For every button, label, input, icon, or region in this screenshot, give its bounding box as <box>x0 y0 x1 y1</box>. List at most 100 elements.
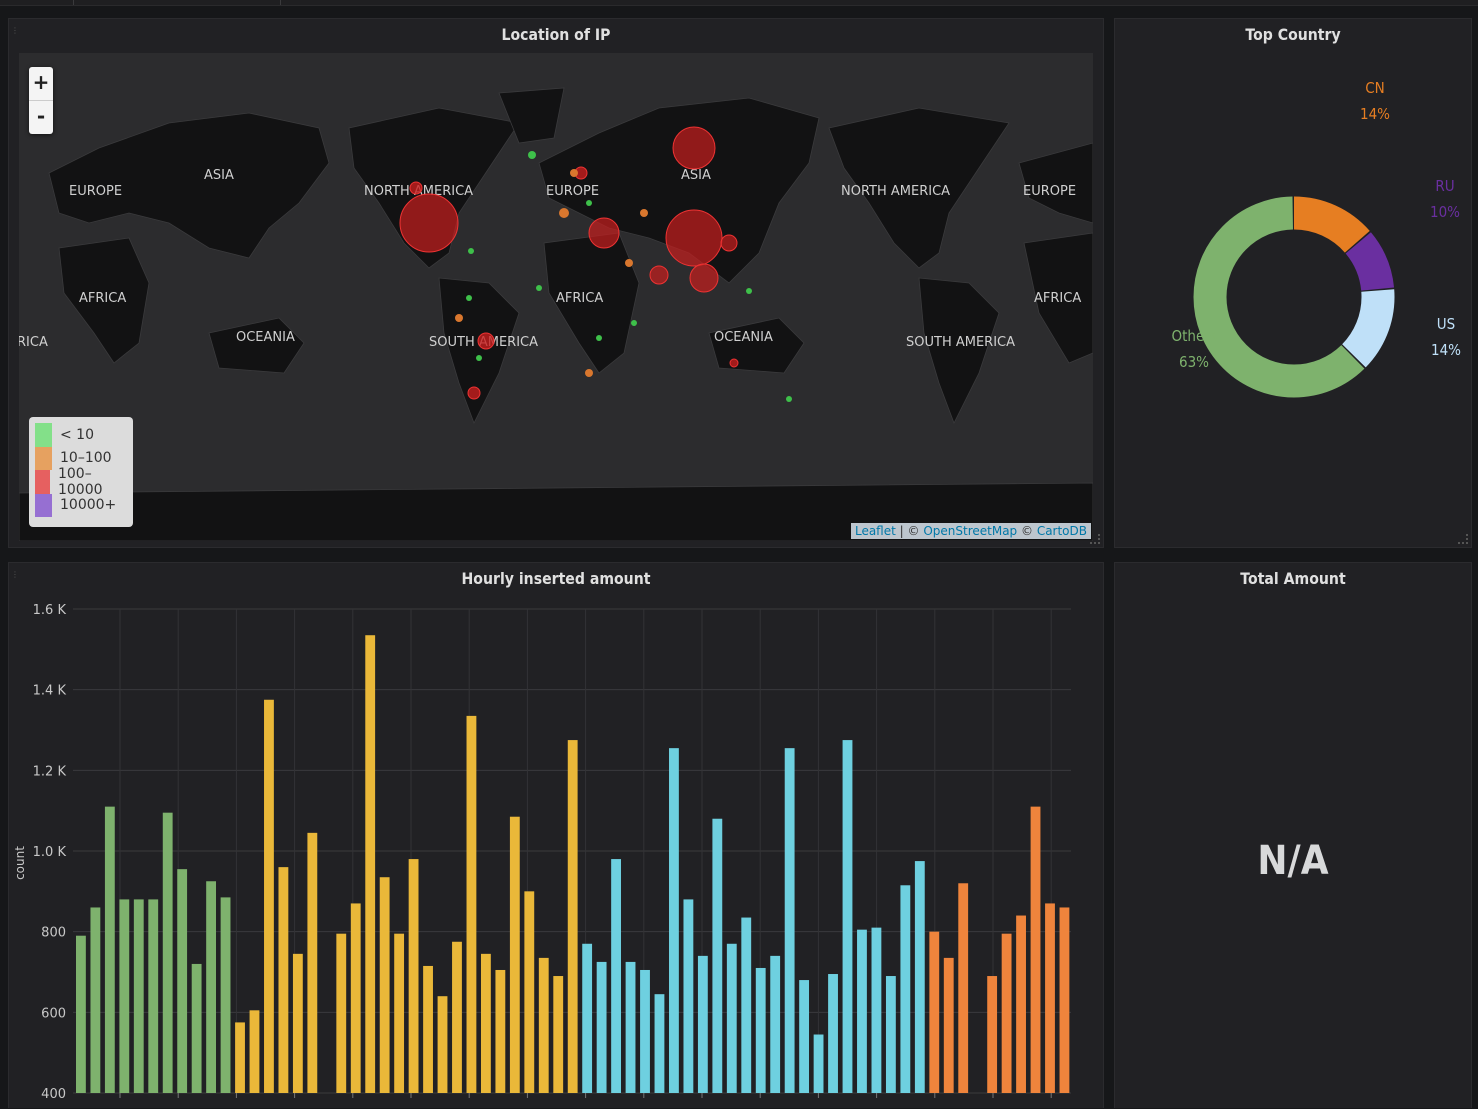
marker-small[interactable] <box>720 234 738 252</box>
panel-title[interactable]: Total Amount <box>1240 569 1346 588</box>
marker-green[interactable] <box>528 151 536 159</box>
bar[interactable] <box>697 955 708 1093</box>
bar[interactable] <box>133 899 144 1093</box>
drag-handle-icon[interactable]: ⋮ <box>11 570 19 579</box>
marker-orange[interactable] <box>625 259 633 267</box>
bar[interactable] <box>480 953 491 1093</box>
marker-small[interactable] <box>409 181 423 195</box>
bar[interactable] <box>813 1034 824 1093</box>
marker-orange[interactable] <box>570 169 578 177</box>
marker-large[interactable] <box>399 193 459 253</box>
bar[interactable] <box>408 859 419 1093</box>
marker-medium[interactable] <box>588 217 620 249</box>
bar[interactable] <box>90 907 101 1093</box>
cartodb-link[interactable]: CartoDB <box>1036 524 1087 538</box>
bar[interactable] <box>567 740 578 1093</box>
bar[interactable] <box>857 929 867 1093</box>
bar[interactable] <box>755 967 766 1093</box>
panel-title[interactable]: Location of IP <box>501 25 611 44</box>
marker-medium[interactable] <box>689 263 719 293</box>
marker-orange[interactable] <box>585 369 593 377</box>
bar[interactable] <box>177 869 188 1093</box>
bar[interactable] <box>842 740 853 1093</box>
bar[interactable] <box>1059 907 1070 1093</box>
bar[interactable] <box>524 891 535 1093</box>
osm-link[interactable]: OpenStreetMap <box>923 524 1018 538</box>
top-bar-tab[interactable] <box>74 0 281 5</box>
bar[interactable] <box>336 933 347 1093</box>
bar[interactable] <box>683 899 694 1093</box>
bar[interactable] <box>350 903 361 1093</box>
marker-green[interactable] <box>476 355 482 361</box>
bar[interactable] <box>495 969 506 1093</box>
bar[interactable] <box>640 969 650 1093</box>
bar[interactable] <box>162 812 173 1093</box>
bar[interactable] <box>1001 933 1012 1093</box>
bar[interactable] <box>423 965 433 1093</box>
marker-green[interactable] <box>468 248 474 254</box>
bar[interactable] <box>654 994 665 1093</box>
bar[interactable] <box>669 748 679 1093</box>
bar[interactable] <box>1016 915 1026 1093</box>
bar[interactable] <box>914 861 925 1093</box>
marker-small[interactable] <box>467 386 481 400</box>
bar[interactable] <box>249 1010 260 1093</box>
marker-green[interactable] <box>536 285 542 291</box>
bar[interactable] <box>191 963 202 1093</box>
bar[interactable] <box>871 927 882 1093</box>
marker-green[interactable] <box>586 200 592 206</box>
marker-orange[interactable] <box>640 209 648 217</box>
zoom-in-button[interactable]: + <box>32 70 50 94</box>
donut-slice-cn[interactable] <box>1193 196 1395 398</box>
marker-green[interactable] <box>786 396 792 402</box>
donut-slice-us[interactable] <box>1193 196 1395 398</box>
leaflet-link[interactable]: Leaflet <box>854 524 896 538</box>
bar[interactable] <box>379 877 390 1093</box>
marker-small[interactable] <box>649 265 669 285</box>
bar[interactable] <box>148 899 159 1093</box>
bar[interactable] <box>726 943 737 1093</box>
bar[interactable] <box>278 867 289 1093</box>
bar[interactable] <box>900 885 911 1093</box>
bar[interactable] <box>394 933 405 1093</box>
panel-title[interactable]: Top Country <box>1245 25 1341 44</box>
bar[interactable] <box>206 881 217 1093</box>
bar[interactable] <box>538 957 549 1093</box>
donut-slice-others[interactable] <box>1193 196 1395 398</box>
bar[interactable] <box>885 976 896 1093</box>
bar[interactable] <box>929 931 940 1093</box>
bar[interactable] <box>437 996 448 1093</box>
bar[interactable] <box>307 832 318 1093</box>
bar[interactable] <box>799 980 810 1093</box>
bar[interactable] <box>596 961 607 1093</box>
bar[interactable] <box>1045 903 1055 1093</box>
resize-handle-icon[interactable] <box>1090 534 1100 544</box>
bar[interactable] <box>741 917 752 1093</box>
marker-large[interactable] <box>672 126 716 170</box>
resize-handle-icon[interactable] <box>1458 534 1468 544</box>
bar[interactable] <box>509 816 520 1093</box>
bar[interactable] <box>625 961 636 1093</box>
bar[interactable] <box>365 635 376 1093</box>
bar[interactable] <box>784 748 795 1093</box>
bar[interactable] <box>582 943 593 1093</box>
bar[interactable] <box>958 883 969 1093</box>
marker-orange[interactable] <box>559 208 569 218</box>
panel-title[interactable]: Hourly inserted amount <box>461 569 651 588</box>
marker-small[interactable] <box>729 358 739 368</box>
marker-small[interactable] <box>477 332 495 350</box>
bar[interactable] <box>452 941 462 1093</box>
bar[interactable] <box>712 818 723 1093</box>
world-map[interactable]: EUROPE ASIA AFRICA OCEANIA NORTH AMERICA SOUT… <box>19 53 1093 541</box>
bar[interactable] <box>264 699 274 1093</box>
top-bar-tab[interactable] <box>0 0 74 5</box>
bar[interactable] <box>292 953 303 1093</box>
bar[interactable] <box>119 899 130 1093</box>
bar[interactable] <box>235 1022 245 1093</box>
bar[interactable] <box>76 935 86 1093</box>
marker-green[interactable] <box>466 295 472 301</box>
bar[interactable] <box>611 859 621 1093</box>
bar[interactable] <box>553 976 564 1093</box>
marker-green[interactable] <box>596 335 602 341</box>
drag-handle-icon[interactable]: ⋮ <box>11 26 19 35</box>
